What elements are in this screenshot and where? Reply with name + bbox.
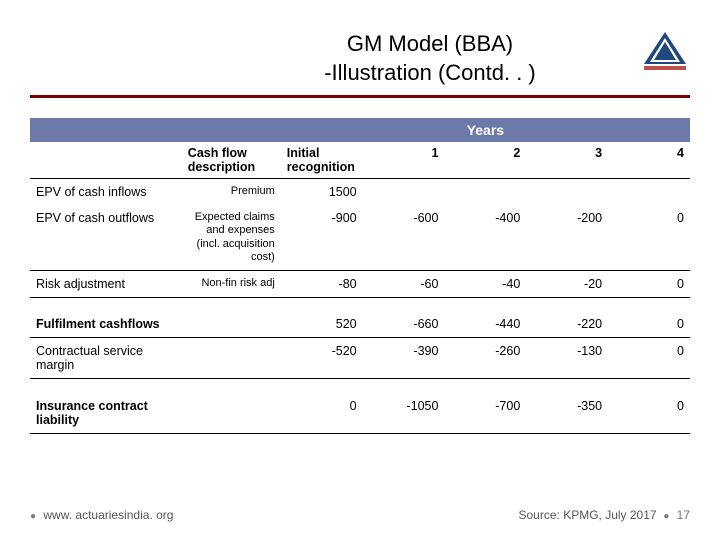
page-number: 17 — [677, 508, 690, 522]
title-line-2: -Illustration (Contd. . ) — [230, 59, 630, 88]
footer-url: www. actuariesindia. org — [43, 508, 173, 522]
label: Fulfilment cashflows — [30, 311, 182, 338]
v0: -900 — [281, 205, 363, 270]
title-line-1: GM Model (BBA) — [230, 30, 630, 59]
v4: 0 — [608, 393, 690, 434]
col-0 — [30, 142, 182, 179]
v3: -220 — [526, 311, 608, 338]
v1: -600 — [363, 205, 445, 270]
v3: -350 — [526, 393, 608, 434]
v2: -700 — [444, 393, 526, 434]
v4: 0 — [608, 338, 690, 379]
slide-header: GM Model (BBA) -Illustration (Contd. . ) — [30, 30, 690, 98]
v1: -390 — [363, 338, 445, 379]
v4: 0 — [608, 311, 690, 338]
desc — [182, 338, 281, 379]
row-csm: Contractual service margin -520 -390 -26… — [30, 338, 690, 379]
col-initial-recog: Initial recognition — [281, 142, 363, 179]
v4: 0 — [608, 205, 690, 270]
col-year-4: 4 — [608, 142, 690, 179]
v0: 0 — [281, 393, 363, 434]
title-block: GM Model (BBA) -Illustration (Contd. . ) — [30, 30, 630, 87]
actuaries-india-logo — [640, 30, 690, 74]
v0: 1500 — [281, 179, 363, 206]
label: Insurance contract liability — [30, 393, 182, 434]
bullet-icon: ● — [30, 511, 36, 522]
v0: -520 — [281, 338, 363, 379]
label: Risk adjustment — [30, 270, 182, 297]
v3 — [526, 179, 608, 206]
years-header-row: Years — [30, 118, 690, 142]
v0: -80 — [281, 270, 363, 297]
desc: Premium — [182, 179, 281, 206]
desc: Expected claims and expenses (incl. acqu… — [182, 205, 281, 270]
v2: -400 — [444, 205, 526, 270]
years-label: Years — [281, 118, 690, 142]
footer: ● www. actuariesindia. org Source: KPMG,… — [30, 508, 690, 522]
v1: -1050 — [363, 393, 445, 434]
footer-left: ● www. actuariesindia. org — [30, 508, 173, 522]
footer-right: Source: KPMG, July 2017 ● 17 — [519, 508, 691, 522]
bullet-icon-2: ● — [663, 511, 669, 522]
v2 — [444, 179, 526, 206]
v3: -130 — [526, 338, 608, 379]
spacer-row — [30, 297, 690, 311]
v0: 520 — [281, 311, 363, 338]
col-year-2: 2 — [444, 142, 526, 179]
footer-source: Source: KPMG, July 2017 — [519, 508, 657, 522]
row-epv-outflows: EPV of cash outflows Expected claims and… — [30, 205, 690, 270]
row-liability: Insurance contract liability 0 -1050 -70… — [30, 393, 690, 434]
label: Contractual service margin — [30, 338, 182, 379]
v1 — [363, 179, 445, 206]
v4 — [608, 179, 690, 206]
v2: -260 — [444, 338, 526, 379]
label: EPV of cash inflows — [30, 179, 182, 206]
column-headers-row: Cash flow description Initial recognitio… — [30, 142, 690, 179]
v3: -20 — [526, 270, 608, 297]
v1: -60 — [363, 270, 445, 297]
spacer-row-2 — [30, 379, 690, 393]
row-epv-inflows: EPV of cash inflows Premium 1500 — [30, 179, 690, 206]
desc — [182, 393, 281, 434]
label: EPV of cash outflows — [30, 205, 182, 270]
data-table: Years Cash flow description Initial reco… — [30, 118, 690, 434]
v2: -440 — [444, 311, 526, 338]
col-year-3: 3 — [526, 142, 608, 179]
desc: Non-fin risk adj — [182, 270, 281, 297]
col-year-1: 1 — [363, 142, 445, 179]
v1: -660 — [363, 311, 445, 338]
years-blank-1 — [30, 118, 182, 142]
v3: -200 — [526, 205, 608, 270]
row-fulfilment: Fulfilment cashflows 520 -660 -440 -220 … — [30, 311, 690, 338]
v4: 0 — [608, 270, 690, 297]
desc — [182, 311, 281, 338]
v2: -40 — [444, 270, 526, 297]
row-risk-adjustment: Risk adjustment Non-fin risk adj -80 -60… — [30, 270, 690, 297]
col-cashflow-desc: Cash flow description — [182, 142, 281, 179]
years-blank-2 — [182, 118, 281, 142]
